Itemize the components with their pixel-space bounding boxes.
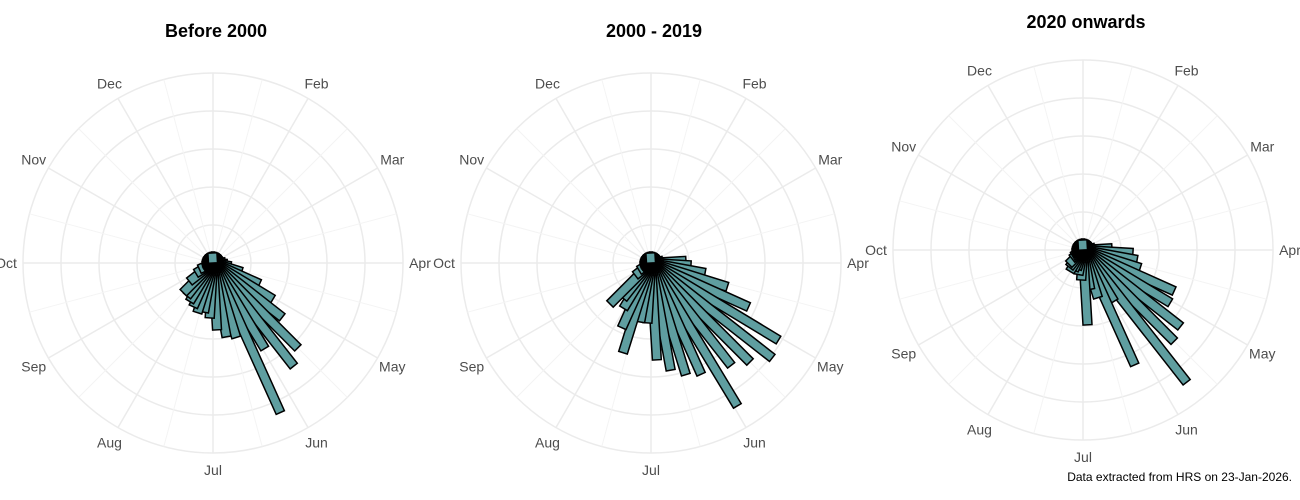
month-label: Jun: [743, 434, 766, 450]
month-label: Dec: [97, 76, 122, 92]
grid-spoke: [117, 98, 214, 264]
month-label: Nov: [459, 152, 484, 168]
grid-spoke: [918, 154, 1084, 251]
grid-spoke: [212, 79, 263, 264]
grid-spoke: [1033, 249, 1084, 434]
month-label: Apr: [409, 255, 431, 271]
polar-chart-1: Feb Mar Apr May Jun Jul Aug Sep Oct Nov Dec Before …: [0, 21, 431, 478]
grid-spoke: [1082, 66, 1133, 251]
month-label: Sep: [891, 346, 916, 362]
grid-spoke: [650, 213, 835, 264]
grid-spoke: [78, 128, 214, 264]
month-label: Mar: [818, 152, 842, 168]
grid-spoke: [1082, 200, 1267, 251]
bar-week-52: [645, 251, 657, 265]
grid-spoke: [48, 167, 214, 264]
month-label: Jun: [305, 434, 328, 450]
grid-spoke: [212, 128, 348, 264]
grid-spoke: [948, 249, 1084, 385]
polar-chart-3: Feb Mar Apr May Jun Jul Aug Sep Oct Nov Dec 2020 on…: [865, 12, 1300, 465]
month-label: Aug: [97, 434, 122, 450]
month-label: May: [1249, 346, 1275, 362]
grid-spoke: [948, 115, 1084, 251]
caption: Data extracted from HRS on 23-Jan-2026.: [1067, 470, 1292, 484]
grid-spoke: [1082, 154, 1248, 251]
month-label: Mar: [1250, 139, 1274, 155]
grid-spoke: [1082, 85, 1179, 251]
month-label: May: [379, 359, 405, 375]
grid-spoke: [1033, 66, 1084, 251]
month-label: Apr: [1279, 242, 1300, 258]
month-label: Feb: [304, 76, 328, 92]
month-label: Sep: [21, 359, 46, 375]
grid-spoke: [987, 85, 1084, 251]
month-label: Jun: [1175, 421, 1198, 437]
polar-chart-2: Feb Mar Apr May Jun Jul Aug Sep Oct Nov Dec 2000 - …: [433, 21, 869, 478]
month-label: Dec: [535, 76, 560, 92]
bar-week-52: [207, 251, 219, 265]
grid-spoke: [163, 79, 214, 264]
chart-title: Before 2000: [165, 21, 267, 41]
month-label: Feb: [1174, 63, 1198, 79]
chart-title: 2020 onwards: [1026, 12, 1145, 32]
grid-spoke: [601, 79, 652, 264]
month-label: Apr: [847, 255, 869, 271]
grid-spoke: [516, 128, 652, 264]
grid-spoke: [650, 79, 701, 264]
month-label: Nov: [891, 139, 916, 155]
grid-spoke: [29, 213, 214, 264]
grid-spoke: [899, 200, 1084, 251]
grid-spoke: [212, 213, 397, 264]
month-label: Oct: [0, 255, 17, 271]
grid-spoke: [555, 98, 652, 264]
month-label: Mar: [380, 152, 404, 168]
month-label: Dec: [967, 63, 992, 79]
grid-spoke: [486, 167, 652, 264]
grid-spoke: [1082, 115, 1218, 251]
month-label: Oct: [865, 242, 887, 258]
grid-spoke: [486, 262, 652, 359]
grid-spoke: [467, 213, 652, 264]
month-label: Jul: [1074, 449, 1092, 465]
chart-title: 2000 - 2019: [606, 21, 702, 41]
grid-spoke: [650, 128, 786, 264]
grid-spoke: [48, 262, 214, 359]
grid-spoke: [212, 167, 378, 264]
month-label: Feb: [742, 76, 766, 92]
grid-spoke: [467, 262, 652, 313]
month-label: Aug: [535, 434, 560, 450]
grid-spoke: [650, 98, 747, 264]
grid-spoke: [212, 98, 309, 264]
grid-spoke: [987, 249, 1084, 415]
month-label: Oct: [433, 255, 455, 271]
grid-spoke: [29, 262, 214, 313]
grid-spoke: [918, 249, 1084, 346]
month-label: May: [817, 359, 843, 375]
month-label: Nov: [21, 152, 46, 168]
grid-spoke: [899, 249, 1084, 300]
month-label: Aug: [967, 421, 992, 437]
month-label: Sep: [459, 359, 484, 375]
grid-spoke: [650, 167, 816, 264]
month-label: Jul: [642, 462, 660, 478]
bar-week-52: [1077, 238, 1089, 252]
month-label: Jul: [204, 462, 222, 478]
